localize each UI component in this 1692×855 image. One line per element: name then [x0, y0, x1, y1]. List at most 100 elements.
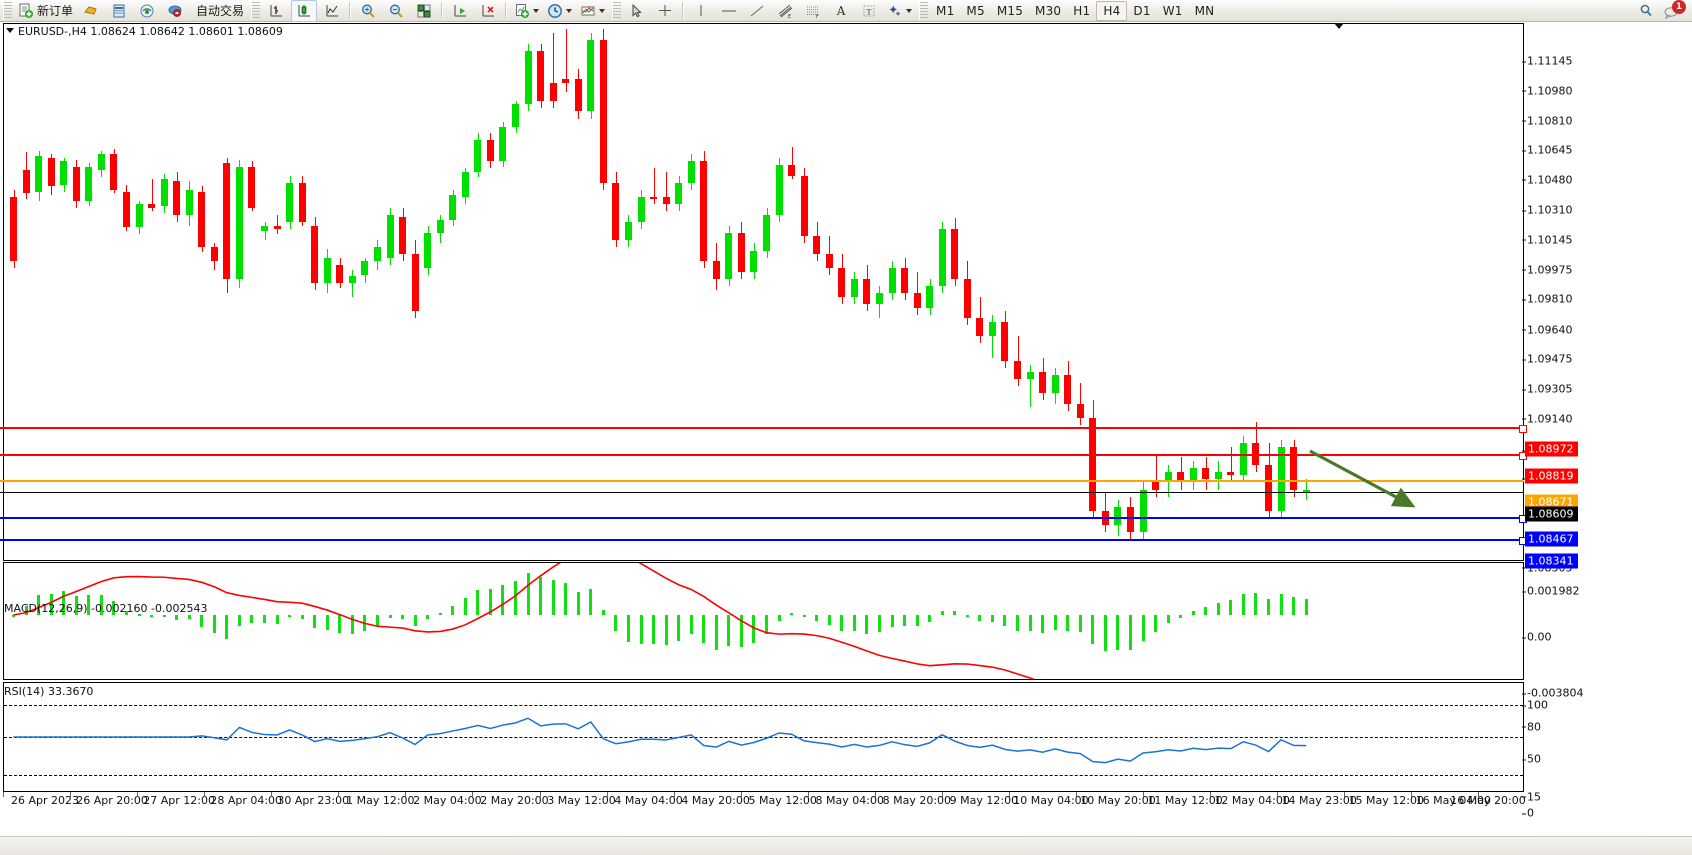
price-tag-bid[interactable]: 1.08609 [1525, 506, 1578, 521]
time-tick [271, 792, 273, 797]
timeframe-w1[interactable]: W1 [1162, 3, 1183, 18]
templates-icon [581, 6, 595, 15]
macd-histogram-bar [790, 613, 794, 616]
price-level-bid-3[interactable] [0, 491, 1524, 493]
macd-histogram-bar [877, 615, 881, 633]
timeframe-d1[interactable]: D1 [1133, 3, 1151, 18]
time-tick [472, 792, 474, 797]
candle-wick [666, 172, 668, 212]
trend-arrow-annotation[interactable] [1307, 447, 1427, 517]
price-levels-layer [0, 22, 1527, 836]
time-tick [874, 792, 876, 797]
indicators-button[interactable] [78, 0, 104, 22]
templates-button[interactable] [577, 0, 608, 22]
chart-shift-button[interactable] [447, 0, 473, 22]
horizontal-line-button[interactable] [716, 0, 742, 22]
text-label-button[interactable]: T [856, 0, 882, 22]
macd-histogram-bar [288, 615, 292, 618]
time-label: 1 May 12:00 [346, 794, 415, 807]
candle-body [386, 214, 394, 258]
macd-histogram-bar [62, 590, 66, 615]
timeframe-h4[interactable]: H4 [1096, 0, 1128, 21]
candle-body [838, 268, 846, 297]
price-tag-support[interactable]: 1.08467 [1525, 531, 1578, 547]
symbol-dropdown-icon[interactable] [6, 28, 14, 33]
search-button[interactable] [1633, 0, 1659, 22]
timeframe-m30[interactable]: M30 [1035, 3, 1062, 18]
candle-body [499, 127, 507, 162]
timeframe-m1[interactable]: M1 [936, 3, 955, 18]
chart-area[interactable]: EURUSD-,H4 1.08624 1.08642 1.08601 1.086… [0, 22, 1692, 836]
crosshair-button[interactable] [652, 0, 678, 22]
price-scale[interactable]: 1.11145 1.10980 1.10810 1.10645 1.10480 1.103… [1521, 45, 1692, 835]
timeframe-h1[interactable]: H1 [1073, 3, 1091, 18]
macd-pane[interactable] [3, 562, 1524, 680]
bar-chart-button[interactable] [263, 0, 289, 22]
text-button[interactable]: A [828, 0, 854, 22]
data-window-button[interactable] [106, 0, 132, 22]
macd-histogram-bar [978, 615, 982, 622]
price-level-support-5[interactable] [0, 537, 1527, 546]
price-level-pivot-2[interactable] [0, 480, 1524, 483]
new-order-button[interactable]: 新订单 [15, 0, 76, 22]
price-level-support-4[interactable] [0, 514, 1527, 523]
vertical-line-button[interactable] [688, 0, 714, 22]
time-scale[interactable]: 26 Apr 2023 26 Apr 20:00 27 Apr 12:00 28 Ap… [3, 792, 1526, 834]
rsi-tick: 80 [1522, 720, 1541, 734]
chart-collapse-icon[interactable] [1334, 23, 1344, 29]
zoom-out-button[interactable] [383, 0, 409, 22]
timeframe-mn[interactable]: MN [1194, 3, 1215, 18]
price-tick: 1.09475 [1522, 352, 1573, 366]
candle-body [1139, 489, 1147, 533]
search-icon [1640, 4, 1652, 16]
level-anchor-handle[interactable] [1519, 424, 1527, 433]
macd-histogram-bar [551, 579, 555, 615]
toolbar-grip-4[interactable] [919, 1, 929, 20]
candle-wick [151, 179, 153, 212]
macd-histogram-bar [438, 613, 442, 616]
shapes-dropdown-icon[interactable] [906, 8, 913, 13]
period-button[interactable] [544, 0, 575, 22]
timeframe-m15[interactable]: M15 [996, 3, 1024, 18]
equidistant-channel-button[interactable]: E [772, 0, 798, 22]
candle-body [850, 279, 858, 297]
price-tag-resistance[interactable]: 1.08819 [1525, 468, 1578, 484]
trend-line-button[interactable] [744, 0, 770, 22]
candle-body [813, 236, 821, 255]
templates-dropdown-icon[interactable] [599, 8, 606, 13]
auto-scroll-button[interactable] [475, 0, 501, 22]
period-dropdown-icon[interactable] [566, 8, 573, 13]
alerts-button[interactable]: 1 [1660, 0, 1686, 21]
navigator-button[interactable] [134, 0, 160, 22]
price-tag-resistance[interactable]: 1.08972 [1525, 441, 1578, 457]
candle-body [1126, 507, 1134, 533]
price-level-resistance-0[interactable] [0, 424, 1527, 433]
line-chart-button[interactable] [319, 0, 345, 22]
cursor-button[interactable] [624, 0, 650, 22]
price-tick: 1.09975 [1522, 263, 1573, 277]
macd-histogram-bar [74, 595, 78, 615]
timeframe-m5[interactable]: M5 [966, 3, 985, 18]
fibonacci-button[interactable]: F [800, 0, 826, 22]
tile-windows-button[interactable] [411, 0, 437, 22]
autotrading-button[interactable]: 自动交易 [190, 0, 247, 22]
toolbar-grip-2[interactable] [251, 1, 261, 20]
candle-body [775, 164, 783, 215]
toolbar-grip-3[interactable] [612, 1, 622, 20]
time-tick [1076, 792, 1078, 797]
candle-wick [917, 271, 919, 315]
new-chart-button[interactable] [511, 0, 542, 22]
price-tag-support[interactable]: 1.08341 [1525, 553, 1578, 569]
shapes-button[interactable] [884, 0, 915, 22]
toolbar-grip[interactable] [3, 1, 12, 20]
terminal-button[interactable] [162, 0, 188, 22]
candlestick-chart-button[interactable] [291, 0, 318, 22]
toolbar-separator-3 [505, 2, 508, 19]
macd-histogram-bar [965, 615, 969, 617]
zoom-in-button[interactable] [355, 0, 381, 22]
candle-body [1277, 446, 1285, 511]
time-label: 5 May 12:00 [748, 794, 817, 807]
price-level-resistance-1[interactable] [0, 452, 1527, 461]
new-chart-dropdown-icon[interactable] [533, 8, 540, 13]
svg-text:F: F [816, 14, 819, 19]
